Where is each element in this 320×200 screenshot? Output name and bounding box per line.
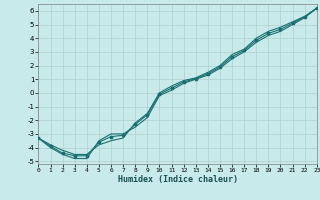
X-axis label: Humidex (Indice chaleur): Humidex (Indice chaleur) bbox=[118, 175, 238, 184]
